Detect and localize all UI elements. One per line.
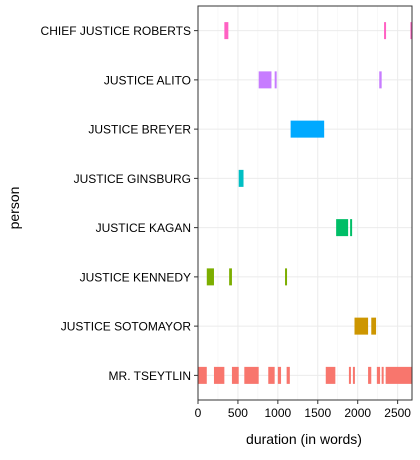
timeline-bar [410, 22, 413, 40]
timeline-bar [244, 366, 259, 384]
y-tick-label: JUSTICE BREYER [88, 123, 191, 137]
y-axis-title: person [6, 187, 22, 230]
timeline-bar [336, 219, 349, 237]
timeline-bar [371, 317, 377, 335]
x-tick-label: 2500 [384, 406, 411, 420]
timeline-bar [350, 219, 353, 237]
timeline-bar [213, 366, 225, 384]
y-tick-label: JUSTICE SOTOMAYOR [61, 320, 192, 334]
x-tick-label: 2000 [344, 406, 371, 420]
grid-layer [197, 6, 412, 400]
timeline-bar [368, 366, 372, 384]
y-tick-label: MR. TSEYTLIN [109, 369, 191, 383]
timeline-bar [325, 366, 336, 384]
timeline-bar [385, 366, 412, 384]
x-tick-label: 1500 [304, 406, 331, 420]
timeline-bar [258, 71, 272, 89]
timeline-bar [376, 366, 381, 384]
y-tick-label: JUSTICE GINSBURG [74, 172, 191, 186]
timeline-bar [231, 366, 239, 384]
timeline-bar [277, 366, 282, 384]
timeline-bar [238, 169, 244, 187]
timeline-bar [286, 366, 290, 384]
axis-layer: 0 500 1000 1500 2000 2500 CHIEF JUSTICE ROBERT… [41, 5, 413, 420]
timeline-bar [348, 366, 351, 384]
timeline-bar [198, 366, 207, 384]
timeline-bar [224, 22, 229, 40]
panel-border [197, 5, 413, 401]
y-tick-label: CHIEF JUSTICE ROBERTS [41, 24, 191, 38]
timeline-bar [229, 268, 232, 286]
plot-background [198, 6, 412, 400]
timeline-bar [354, 317, 369, 335]
y-tick-label: JUSTICE KAGAN [96, 221, 191, 235]
bar-layer [198, 22, 413, 384]
y-tick-label: JUSTICE ALITO [104, 73, 191, 87]
timeline-bar [285, 268, 288, 286]
y-tick-label: JUSTICE KENNEDY [80, 270, 191, 284]
timeline-bar [384, 22, 387, 40]
timeline-bar [206, 268, 214, 286]
x-tick-label: 0 [195, 406, 202, 420]
timeline-bar [268, 366, 275, 384]
x-tick-label: 500 [228, 406, 248, 420]
timeline-bar [274, 71, 277, 89]
timeline-bar [381, 366, 384, 384]
timeline-bar [290, 120, 325, 138]
timeline-bar [352, 366, 355, 384]
x-tick-label: 1000 [264, 406, 291, 420]
timeline-bar [379, 71, 382, 89]
x-axis-title: duration (in words) [246, 431, 362, 447]
